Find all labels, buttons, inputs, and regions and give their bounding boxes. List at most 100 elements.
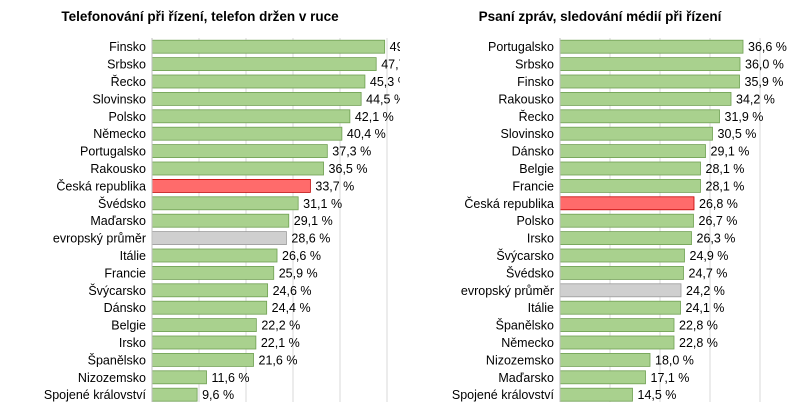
value-label-slovinsko: 30,5 %: [718, 127, 757, 141]
value-label-svedsko: 24,7 %: [689, 266, 728, 280]
category-label-portugalsko: Portugalsko: [488, 40, 554, 54]
bar-ceska-republika: [151, 178, 311, 193]
chart-texting-media: Psaní zpráv, sledování médií při řízení P…: [452, 9, 787, 402]
value-label-evropsky-prumer: 28,6 %: [291, 232, 330, 246]
category-label-nizozemsko: Nizozemsko: [78, 371, 146, 385]
bar-belgie: [151, 318, 257, 333]
category-label-ceska-republika: Česká republika: [464, 196, 554, 211]
bar-svycarsko: [559, 248, 685, 263]
category-label-evropsky-prumer: evropský průměr: [53, 232, 146, 246]
category-label-srbsko: Srbsko: [515, 58, 554, 72]
value-label-belgie: 28,1 %: [706, 162, 745, 176]
bar-madarsko: [151, 213, 290, 228]
category-label-dansko: Dánsko: [512, 145, 554, 159]
bar-slovinsko: [559, 126, 713, 141]
bar-dansko: [151, 300, 268, 315]
bar-nizozemsko: [151, 370, 207, 385]
bar-svedsko: [559, 265, 684, 280]
category-label-slovinsko: Slovinsko: [501, 127, 555, 141]
value-label-belgie: 22,2 %: [261, 319, 300, 333]
value-label-finsko: 35,9 %: [745, 75, 784, 89]
chart-phone-in-hand: Telefonování při řízení, telefon držen v…: [44, 9, 400, 402]
bar-slovinsko: [151, 92, 362, 106]
category-label-srbsko: Srbsko: [107, 58, 146, 72]
value-label-srbsko: 47,7 %: [381, 58, 400, 72]
category-label-francie: Francie: [512, 179, 554, 193]
category-label-svedsko: Švédsko: [506, 265, 554, 280]
value-label-portugalsko: 36,6 %: [748, 40, 787, 54]
bar-francie: [151, 265, 275, 280]
bar-polsko: [559, 213, 694, 228]
value-label-italie: 24,1 %: [686, 301, 725, 315]
category-label-spanelsko: Španělsko: [496, 318, 554, 333]
bar-svedsko: [151, 196, 299, 211]
value-label-rakousko: 34,2 %: [736, 92, 775, 106]
bar-finsko: [151, 39, 386, 54]
category-label-spanelsko: Španělsko: [88, 352, 146, 367]
category-label-polsko: Polsko: [516, 214, 554, 228]
bar-svycarsko: [151, 283, 269, 298]
value-label-rakousko: 36,5 %: [329, 162, 368, 176]
bar-italie: [151, 248, 278, 263]
value-label-svedsko: 31,1 %: [303, 197, 342, 211]
value-label-svycarsko: 24,6 %: [273, 284, 312, 298]
bar-dansko: [559, 144, 706, 159]
bar-srbsko: [559, 57, 741, 71]
category-label-madarsko: Maďarsko: [90, 214, 146, 228]
bar-spanelsko: [559, 318, 675, 333]
value-label-nemecko: 40,4 %: [347, 127, 386, 141]
value-label-spojene-kralovstvi: 9,6 %: [202, 388, 234, 402]
category-label-svycarsko: Švýcarsko: [496, 248, 554, 263]
chart-title: Psaní zpráv, sledování médií při řízení: [479, 9, 723, 24]
bar-recko: [151, 74, 366, 89]
bar-irsko: [559, 231, 692, 246]
bar-nemecko: [151, 126, 343, 141]
category-label-ceska-republika: Česká republika: [56, 178, 146, 193]
value-label-svycarsko: 24,9 %: [690, 249, 729, 263]
bar-ceska-republika: [559, 196, 695, 211]
bar-irsko: [151, 335, 257, 350]
category-label-rakousko: Rakousko: [90, 162, 146, 176]
value-label-recko: 45,3 %: [370, 75, 400, 89]
bar-evropsky-prumer: [151, 231, 287, 246]
value-label-dansko: 24,4 %: [272, 301, 311, 315]
bar-portugalsko: [151, 144, 328, 159]
bar-spanelsko: [151, 352, 254, 367]
value-label-evropsky-prumer: 24,2 %: [686, 284, 725, 298]
category-label-rakousko: Rakousko: [498, 92, 554, 106]
chart-title: Telefonování při řízení, telefon držen v…: [61, 9, 339, 24]
value-label-italie: 26,6 %: [282, 249, 321, 263]
bar-recko: [559, 109, 720, 124]
category-label-italie: Itálie: [120, 249, 146, 263]
category-label-dansko: Dánsko: [104, 301, 146, 315]
bar-francie: [559, 178, 701, 193]
category-label-recko: Řecko: [111, 74, 146, 89]
value-label-slovinsko: 44,5 %: [366, 92, 400, 106]
value-label-portugalsko: 37,3 %: [332, 145, 371, 159]
value-label-nizozemsko: 11,6 %: [212, 371, 250, 385]
value-label-madarsko: 17,1 %: [651, 371, 690, 385]
category-label-nemecko: Německo: [501, 336, 554, 350]
category-label-irsko: Irsko: [119, 336, 146, 350]
category-label-recko: Řecko: [519, 109, 554, 124]
bar-spojene-kralovstvi: [559, 387, 633, 402]
value-label-ceska-republika: 26,8 %: [699, 197, 738, 211]
category-label-belgie: Belgie: [111, 319, 146, 333]
bar-finsko: [559, 74, 740, 89]
value-label-polsko: 26,7 %: [699, 214, 738, 228]
bar-portugalsko: [559, 39, 744, 54]
category-label-polsko: Polsko: [108, 110, 146, 124]
value-label-francie: 28,1 %: [706, 179, 745, 193]
category-label-nemecko: Německo: [93, 127, 146, 141]
value-label-irsko: 26,3 %: [697, 232, 736, 246]
value-label-spanelsko: 21,6 %: [259, 353, 298, 367]
category-label-evropsky-prumer: evropský průměr: [461, 284, 554, 298]
category-label-finsko: Finsko: [109, 40, 146, 54]
bar-spojene-kralovstvi: [151, 387, 198, 402]
category-label-nizozemsko: Nizozemsko: [486, 353, 554, 367]
value-label-ceska-republika: 33,7 %: [315, 179, 354, 193]
category-label-finsko: Finsko: [517, 75, 554, 89]
category-label-svycarsko: Švýcarsko: [88, 283, 146, 298]
bar-madarsko: [559, 370, 646, 385]
